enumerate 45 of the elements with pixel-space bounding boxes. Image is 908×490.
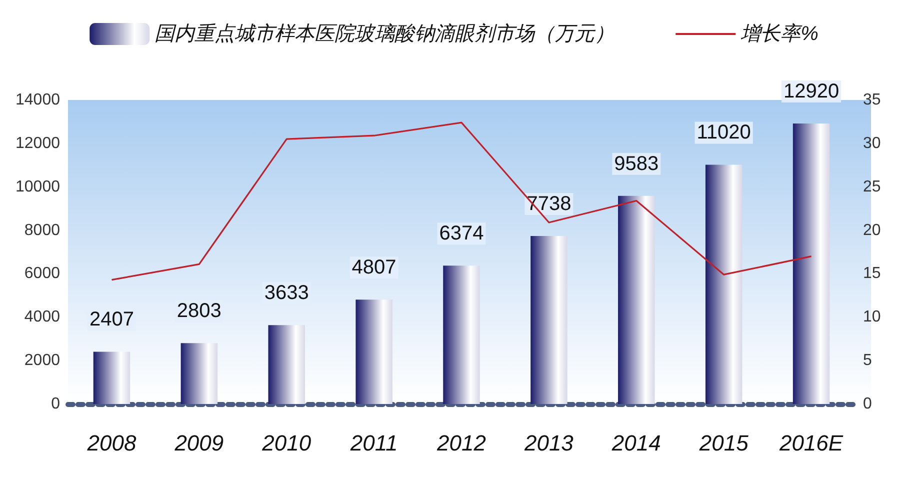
x-tick-label: 2008	[86, 430, 137, 456]
x-tick-label: 2013	[523, 430, 574, 456]
y-tick-label: 14000	[16, 92, 60, 108]
y2-tick-label: 15	[863, 265, 881, 282]
y2-tick-label: 20	[863, 222, 881, 239]
x-tick-label: 2015	[698, 430, 750, 456]
y2-tick-label: 10	[863, 308, 881, 326]
line-series	[110, 122, 812, 281]
data-label: 9583	[614, 152, 659, 175]
y-tick-label: 0	[51, 396, 60, 412]
bar	[530, 236, 568, 404]
legend-label: 增长率%	[740, 23, 818, 45]
y-tick-label: 4000	[24, 308, 60, 326]
y2-tick-label: 0	[863, 396, 872, 412]
y-tick-label: 10000	[16, 178, 60, 196]
bar	[268, 325, 305, 404]
y-tick-label: 8000	[24, 222, 60, 239]
x-tick-label: 2016E	[778, 430, 844, 456]
bar	[792, 123, 830, 404]
y-tick-label: 12000	[16, 134, 60, 152]
bar	[705, 164, 742, 404]
data-label: 3633	[264, 282, 309, 304]
data-label: 2407	[89, 308, 134, 331]
x-tick-label: 2011	[349, 430, 398, 456]
x-tick-label: 2009	[174, 430, 224, 456]
x-tick-label: 2012	[436, 430, 486, 456]
y-tick-label: 6000	[24, 265, 60, 282]
y2-tick-label: 25	[863, 178, 881, 196]
bar	[618, 196, 655, 404]
legend-label: 国内重点城市样本医院玻璃酸钠滴眼剂市场（万元）	[154, 23, 615, 45]
y-tick-label: 2000	[24, 352, 60, 370]
bar	[180, 343, 218, 404]
bar	[93, 352, 130, 404]
x-tick-label: 2010	[261, 430, 312, 456]
bar	[356, 300, 392, 404]
data-label: 4807	[352, 256, 396, 279]
y2-tick-label: 35	[863, 92, 881, 108]
data-label: 6374	[439, 222, 484, 245]
x-tick-label: 2014	[610, 430, 661, 456]
y2-tick-label: 30	[863, 134, 881, 152]
data-label: 11020	[696, 122, 751, 144]
data-label: 2803	[176, 300, 222, 322]
y2-tick-label: 5	[863, 352, 872, 370]
bar	[443, 266, 480, 404]
data-label: 12920	[783, 80, 840, 102]
